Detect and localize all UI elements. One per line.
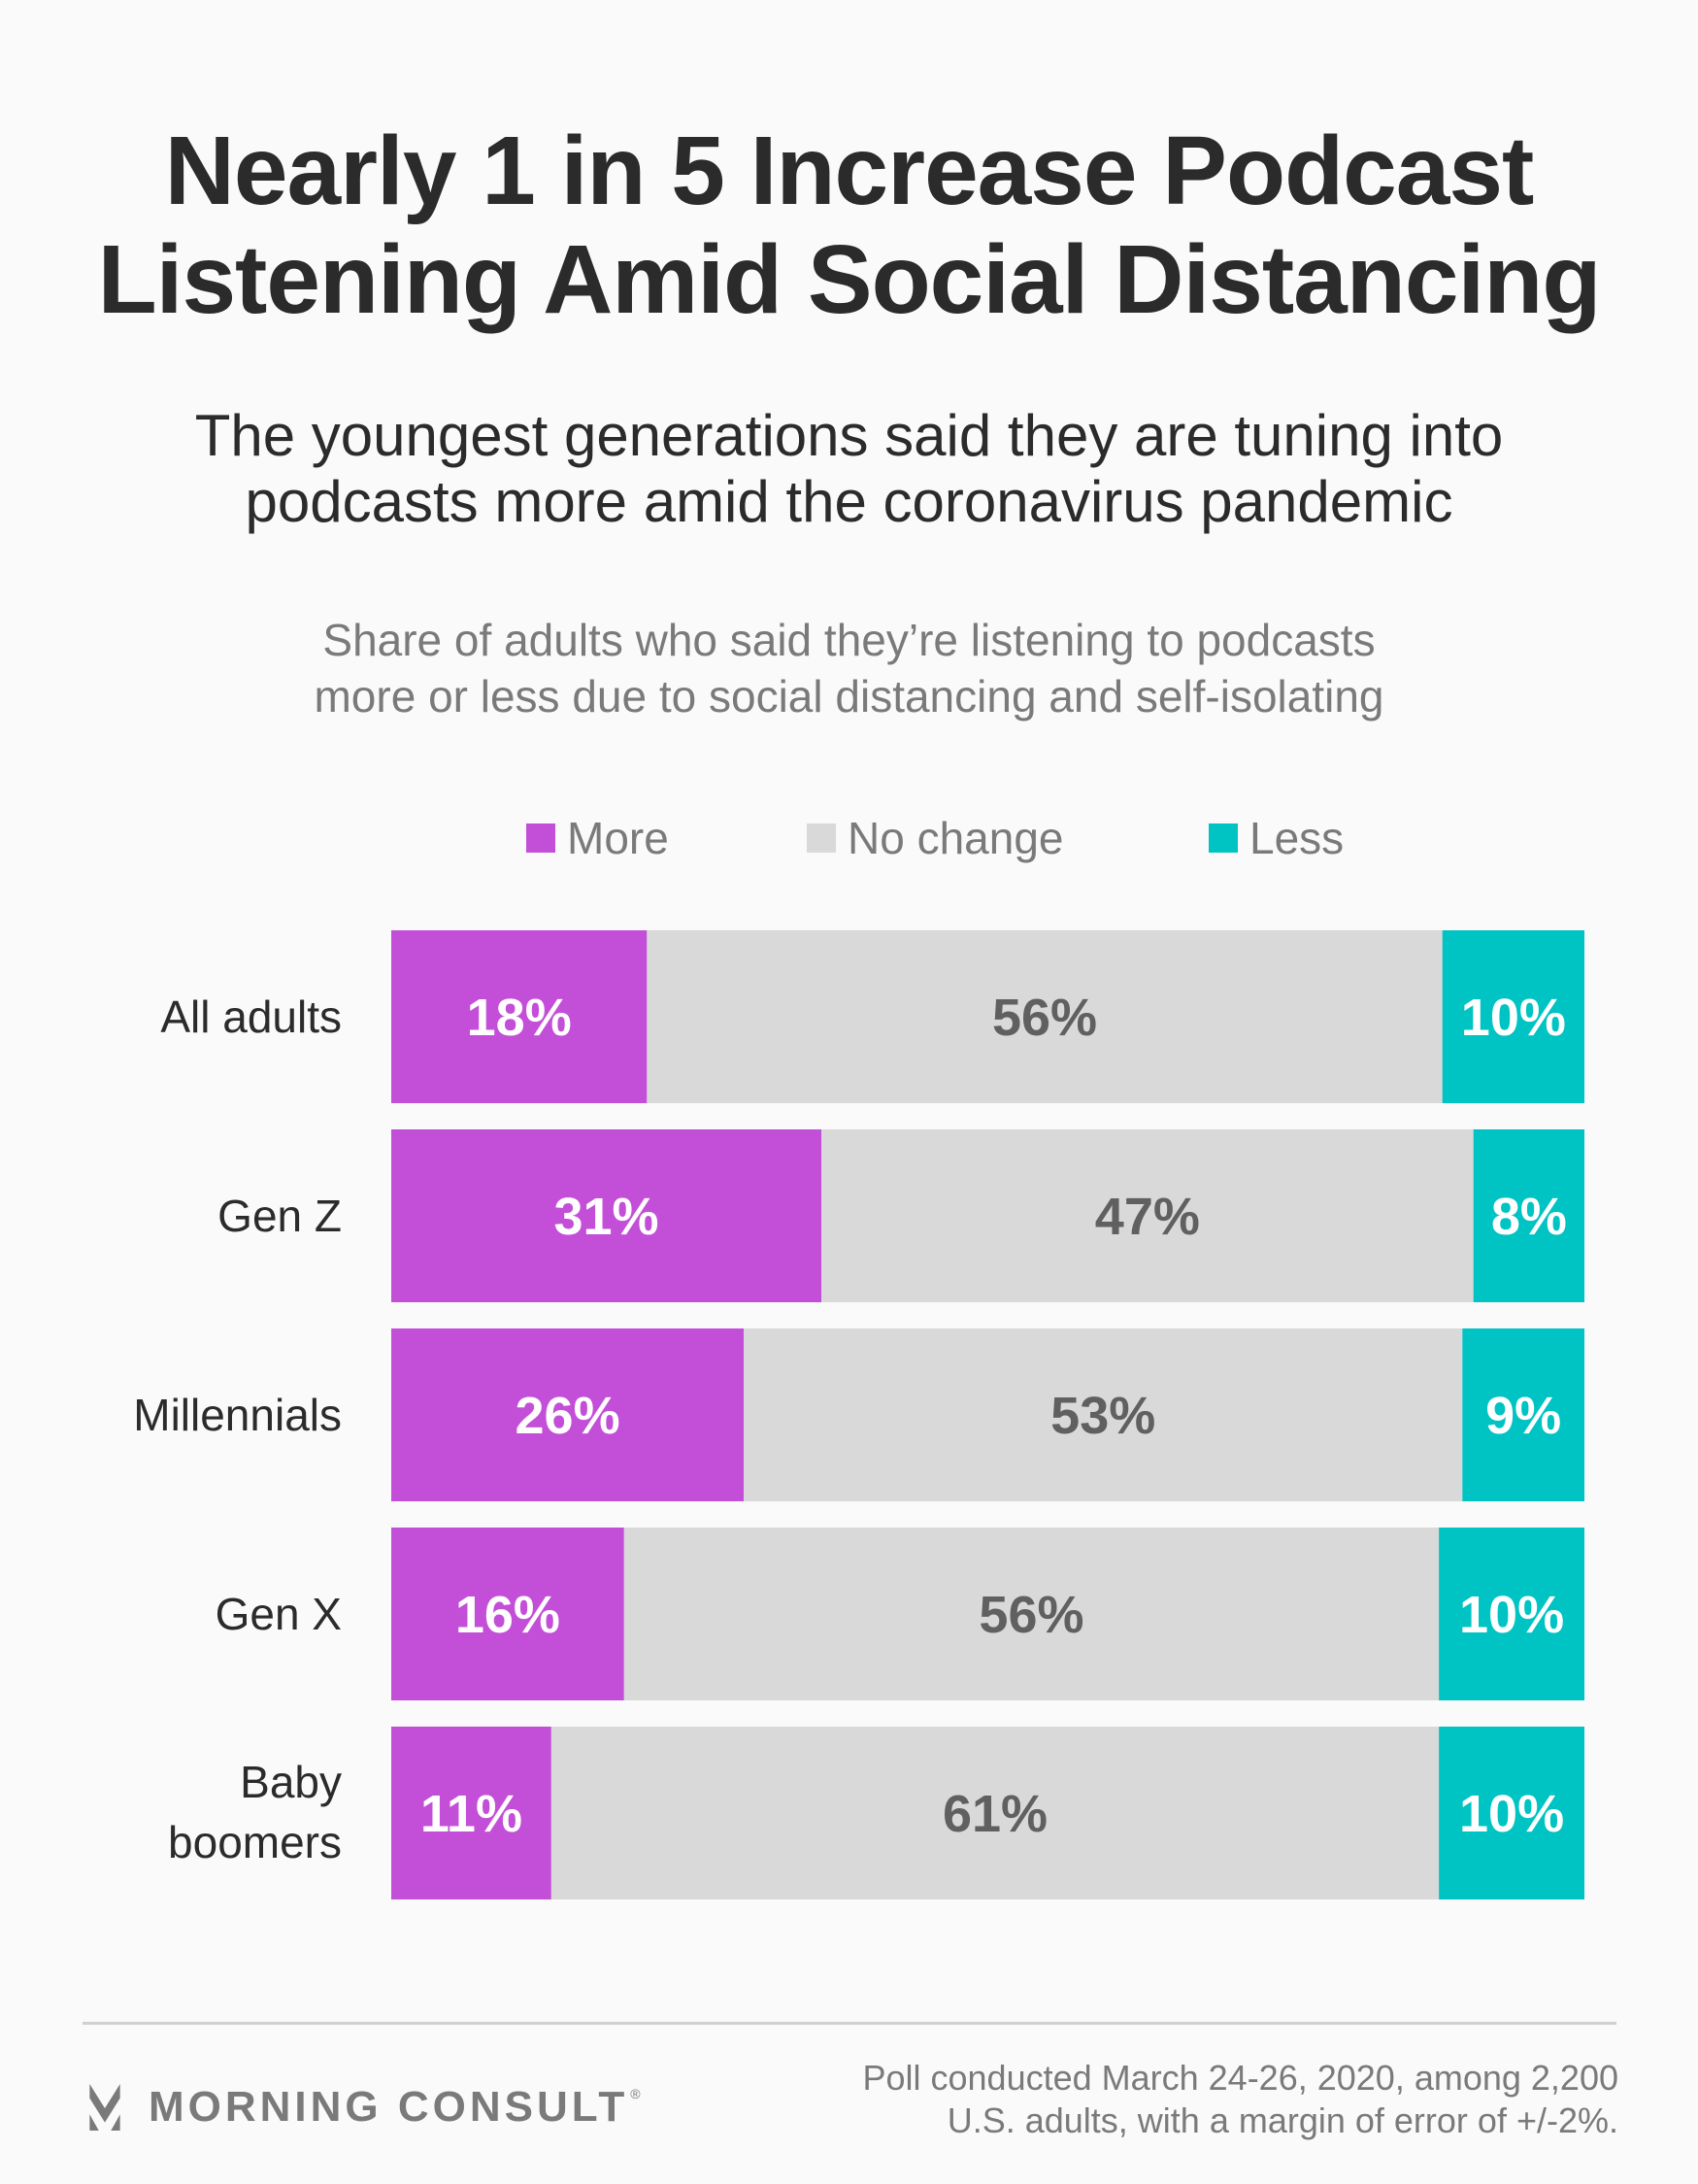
- data-label-more: 31%: [553, 1188, 658, 1246]
- category-label: Baby boomers: [168, 1757, 342, 1867]
- category-label: Gen Z: [217, 1191, 342, 1241]
- bar-segment-no-change: [821, 1129, 1474, 1302]
- chart-subtitle: The youngest generations said they are t…: [0, 403, 1698, 535]
- legend-swatch-no-change: [807, 823, 836, 853]
- bar-segment-no-change: [550, 1727, 1440, 1899]
- bar-segment-less: [1439, 1727, 1584, 1899]
- data-label-less: 9%: [1485, 1387, 1561, 1445]
- morning-consult-logo: MORNING CONSULT ®: [83, 2083, 641, 2132]
- data-label-less: 10%: [1461, 989, 1566, 1047]
- bar-row-gen-z: Gen Z 31% 47% 8%: [217, 1129, 1584, 1302]
- legend-label-less: Less: [1249, 813, 1345, 863]
- chart-description-line-2: more or less due to social distancing an…: [314, 671, 1384, 722]
- category-label: Millennials: [133, 1390, 342, 1440]
- bar-segment-less: [1439, 1528, 1584, 1700]
- category-label: All adults: [160, 991, 342, 1042]
- data-label-no-change: 61%: [943, 1785, 1048, 1843]
- bar-segment-more: [391, 930, 648, 1103]
- source-note-line-2: U.S. adults, with a margin of error of +…: [947, 2100, 1618, 2140]
- chart-description: Share of adults who said they’re listeni…: [0, 612, 1698, 724]
- footer-divider: [83, 2022, 1616, 2025]
- data-label-no-change: 47%: [1095, 1188, 1200, 1246]
- brand-name: MORNING CONSULT: [149, 2083, 629, 2131]
- legend-label-more: More: [567, 813, 669, 863]
- legend-label-no-change: No change: [848, 813, 1064, 863]
- data-label-more: 11%: [420, 1785, 522, 1843]
- chart-title-line-1: Nearly 1 in 5 Increase Podcast: [164, 117, 1535, 225]
- legend-item-no-change: No change: [807, 814, 1064, 862]
- bar-segment-less: [1473, 1129, 1584, 1302]
- registered-mark: ®: [630, 2086, 641, 2101]
- chart-title: Nearly 1 in 5 Increase Podcast Listening…: [0, 117, 1698, 334]
- source-note-line-1: Poll conducted March 24-26, 2020, among …: [862, 2058, 1618, 2098]
- source-note: Poll conducted March 24-26, 2020, among …: [862, 2057, 1618, 2142]
- data-label-more: 16%: [455, 1586, 560, 1644]
- data-label-no-change: 53%: [1050, 1387, 1155, 1445]
- category-label: Gen X: [216, 1589, 342, 1639]
- bar-segment-more: [391, 1727, 551, 1899]
- bar-segment-no-change: [744, 1328, 1463, 1501]
- bar-row-all-adults: All adults 18% 56% 10%: [160, 930, 1584, 1103]
- data-label-no-change: 56%: [979, 1586, 1083, 1644]
- chart-title-line-2: Listening Amid Social Distancing: [97, 225, 1602, 334]
- legend-item-more: More: [526, 814, 669, 862]
- data-label-less: 8%: [1491, 1188, 1567, 1246]
- bar-segment-no-change: [647, 930, 1443, 1103]
- bar-row-millennials: Millennials 26% 53% 9%: [133, 1328, 1584, 1501]
- chart-description-line-1: Share of adults who said they’re listeni…: [322, 615, 1376, 665]
- legend-item-less: Less: [1209, 814, 1344, 862]
- data-label-more: 18%: [467, 989, 572, 1047]
- data-label-less: 10%: [1459, 1586, 1564, 1644]
- legend: More No change Less: [0, 814, 1698, 862]
- bar-segment-more: [391, 1328, 745, 1501]
- chart-subtitle-line-1: The youngest generations said they are t…: [194, 403, 1504, 468]
- data-label-more: 26%: [516, 1387, 620, 1445]
- bar-segment-more: [391, 1129, 822, 1302]
- data-label-no-change: 56%: [992, 989, 1097, 1047]
- legend-swatch-more: [526, 823, 555, 853]
- bar-segment-less: [1442, 930, 1584, 1103]
- bar-segment-no-change: [623, 1528, 1440, 1700]
- data-label-less: 10%: [1459, 1785, 1564, 1843]
- bar-row-gen-x: Gen X 16% 56% 10%: [216, 1528, 1584, 1700]
- bar-segment-more: [391, 1528, 624, 1700]
- legend-swatch-less: [1209, 823, 1238, 853]
- chart-subtitle-line-2: podcasts more amid the coronavirus pande…: [245, 469, 1453, 534]
- bar-segment-less: [1462, 1328, 1584, 1501]
- bar-row-baby-boomers: Baby boomers 11% 61% 10%: [168, 1727, 1584, 1899]
- morning-consult-logo-icon: [89, 2084, 120, 2131]
